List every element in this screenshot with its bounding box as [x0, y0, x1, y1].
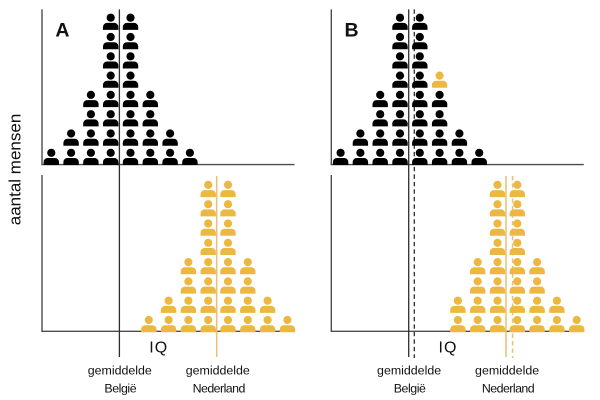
svg-text:gemiddelde: gemiddelde — [88, 364, 152, 378]
svg-text:aantal mensen: aantal mensen — [5, 114, 24, 226]
svg-text:IQ: IQ — [149, 340, 168, 357]
svg-text:gemiddelde: gemiddelde — [475, 364, 539, 378]
svg-text:gemiddelde: gemiddelde — [377, 364, 441, 378]
svg-text:België: België — [394, 382, 426, 396]
svg-text:gemiddelde: gemiddelde — [186, 364, 250, 378]
svg-text:België: België — [104, 382, 136, 396]
svg-text:A: A — [55, 19, 69, 41]
svg-text:Nederland: Nederland — [193, 382, 246, 396]
svg-text:Nederland: Nederland — [482, 382, 535, 396]
svg-text:IQ: IQ — [439, 340, 458, 357]
svg-text:B: B — [345, 19, 359, 41]
